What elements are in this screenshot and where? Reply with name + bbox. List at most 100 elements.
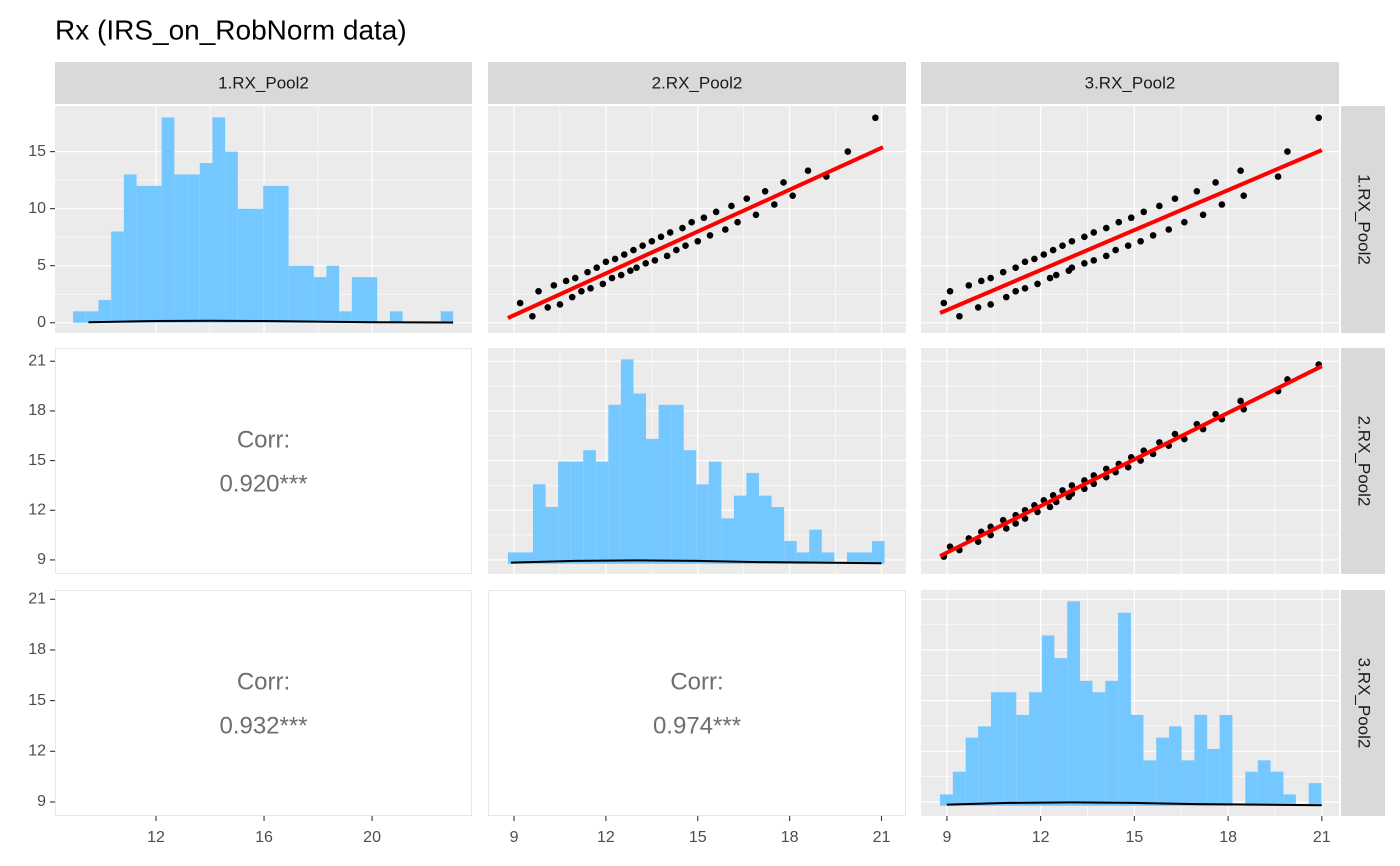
row-strip-label: 2.RX_Pool2 — [1355, 416, 1374, 507]
scatter-point — [1124, 463, 1132, 471]
scatter-point — [1212, 410, 1219, 418]
scatter-point — [1193, 187, 1201, 195]
histogram-bar — [301, 265, 314, 323]
scatter-point — [1046, 503, 1054, 511]
histogram-bar — [161, 117, 175, 323]
scatter-point — [700, 214, 708, 222]
scatter-point — [599, 280, 607, 288]
scatter-point — [571, 274, 579, 282]
fit-line — [939, 148, 1323, 315]
scatter-point — [657, 233, 665, 241]
scatter-point — [651, 257, 659, 264]
histogram-bar — [440, 311, 454, 323]
histogram-bar — [570, 461, 584, 564]
row-strip — [1341, 590, 1385, 816]
row-strip-label: 1.RX_Pool2 — [1355, 174, 1374, 265]
scatter-point — [1127, 214, 1135, 222]
histogram-bar — [1105, 680, 1119, 806]
histogram-bar — [1257, 760, 1271, 806]
histogram-bar — [237, 208, 251, 323]
scatter-point — [712, 208, 720, 216]
panel-background — [488, 590, 906, 816]
histogram-bar — [1169, 726, 1182, 806]
histogram-bar — [351, 277, 365, 323]
scatter-point — [1212, 179, 1219, 186]
histogram-bar — [771, 506, 785, 564]
scatter-point — [535, 287, 542, 295]
scatter-point — [630, 246, 637, 254]
scatter-point — [679, 224, 686, 232]
scatter-point — [1031, 255, 1038, 263]
x-tick-label: 18 — [781, 829, 799, 846]
scatter-point — [999, 268, 1007, 276]
histogram-bar — [746, 472, 760, 564]
scatter-point — [804, 167, 812, 174]
y-tick-label: 15 — [28, 692, 46, 709]
histogram-bar — [136, 185, 149, 323]
scatter-point — [1237, 167, 1244, 174]
y-tick-label: 18 — [28, 402, 46, 419]
column-strip-label: 3.RX_Pool2 — [1085, 73, 1176, 92]
density-line — [510, 559, 882, 565]
scatter-point — [620, 251, 628, 258]
scatter-point — [516, 299, 524, 307]
x-tick-label: 12 — [1032, 829, 1050, 846]
histogram-bar — [658, 404, 672, 564]
y-tick-label: 21 — [28, 591, 46, 608]
scatter-point — [780, 179, 787, 186]
histogram-bar — [212, 117, 226, 323]
histogram-bar — [608, 404, 621, 564]
y-tick-label: 5 — [37, 257, 46, 274]
scatter-point — [568, 293, 576, 301]
scatter-point — [987, 301, 994, 308]
histogram-bar — [696, 484, 709, 564]
scatter-point — [1068, 482, 1076, 489]
histogram-bar — [1067, 601, 1081, 806]
scatter-point — [974, 304, 982, 311]
corr-label: Corr: — [237, 668, 290, 695]
y-tick-label: 18 — [28, 641, 46, 658]
histogram-bar — [1041, 635, 1055, 806]
histogram-bar — [507, 552, 521, 564]
scatter-point — [1090, 257, 1098, 264]
histogram-bar — [558, 461, 571, 564]
scatter-point — [1274, 173, 1282, 180]
scatter-point — [761, 187, 769, 195]
histogram-bar — [326, 265, 340, 323]
histogram-bar — [1270, 771, 1284, 806]
histogram-bar — [1029, 692, 1042, 806]
histogram-bar — [978, 726, 991, 806]
scatter-point — [584, 268, 591, 276]
scatter-point — [627, 267, 634, 274]
scatter-point — [550, 282, 558, 289]
x-tick-label: 9 — [510, 829, 519, 846]
histogram-bar — [809, 529, 822, 564]
column-strip-label: 1.RX_Pool2 — [218, 73, 309, 92]
scatter-point — [872, 114, 879, 122]
histogram-bar — [595, 461, 609, 564]
scatter-point — [1081, 260, 1088, 267]
scatter-point — [633, 264, 640, 272]
scatter-point — [987, 274, 994, 282]
scatter-point — [1149, 232, 1157, 239]
histogram-bar — [784, 541, 797, 564]
histogram-bar — [872, 541, 885, 564]
scatter-point — [977, 277, 985, 285]
scatter-point — [1102, 252, 1110, 260]
y-tick-label: 0 — [37, 314, 46, 331]
scatter-point — [639, 242, 646, 249]
x-tick-label: 16 — [255, 829, 273, 846]
histogram-bar — [85, 311, 99, 323]
x-tick-label: 21 — [1313, 829, 1331, 846]
histogram-bar — [199, 163, 213, 323]
scatter-point — [1284, 148, 1291, 155]
scatter-point — [940, 299, 948, 307]
histogram-bar — [940, 794, 953, 806]
histogram-bar — [1283, 794, 1296, 806]
histogram-bar — [263, 185, 276, 323]
x-tick-label: 15 — [689, 829, 707, 846]
column-strip — [55, 62, 472, 104]
scatter-point — [956, 312, 963, 320]
histogram-bar — [123, 174, 137, 323]
